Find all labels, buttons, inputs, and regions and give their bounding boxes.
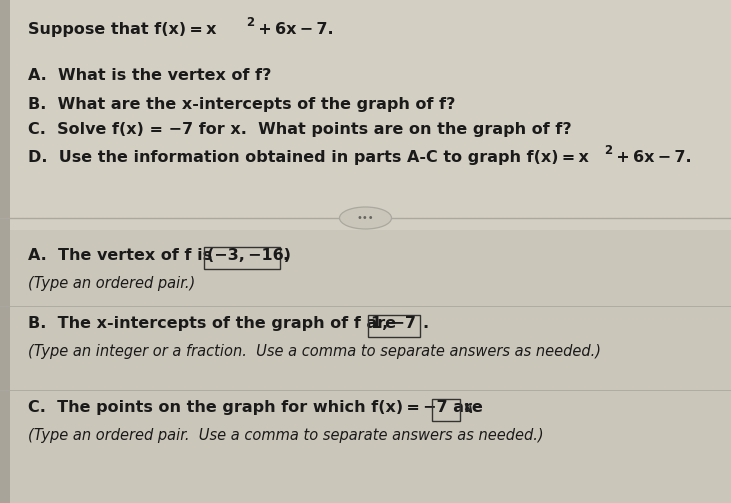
Text: + 6x − 7.: + 6x − 7.: [255, 22, 333, 37]
Text: C.  The points on the graph for which f(x) = −7 are: C. The points on the graph for which f(x…: [28, 400, 488, 415]
Bar: [204, 247, 280, 269]
Text: 1, −7: 1, −7: [371, 316, 416, 331]
Bar: [0, 230, 731, 503]
Text: A.  The vertex of f is: A. The vertex of f is: [28, 248, 218, 263]
Bar: [432, 399, 460, 421]
Text: .: .: [282, 248, 288, 263]
Bar: [0, 0, 731, 230]
Text: 2: 2: [246, 16, 254, 29]
Text: (Type an ordered pair.  Use a comma to separate answers as needed.): (Type an ordered pair. Use a comma to se…: [28, 428, 544, 443]
Text: C.  Solve f(x) = −7 for x.  What points are on the graph of f?: C. Solve f(x) = −7 for x. What points ar…: [28, 122, 572, 137]
Text: D.  Use the information obtained in parts A-C to graph f(x) = x: D. Use the information obtained in parts…: [28, 150, 589, 165]
Text: A.  What is the vertex of f?: A. What is the vertex of f?: [28, 68, 271, 83]
Text: B.  The x-intercepts of the graph of f are: B. The x-intercepts of the graph of f ar…: [28, 316, 402, 331]
Text: (Type an integer or a fraction.  Use a comma to separate answers as needed.): (Type an integer or a fraction. Use a co…: [28, 344, 601, 359]
Text: 2: 2: [604, 144, 612, 157]
Text: B.  What are the x-intercepts of the graph of f?: B. What are the x-intercepts of the grap…: [28, 97, 455, 112]
Text: .: .: [422, 316, 428, 331]
Text: •••: •••: [357, 213, 374, 223]
Text: (−3, −16): (−3, −16): [207, 248, 291, 263]
Text: Suppose that f(x) = x: Suppose that f(x) = x: [28, 22, 216, 37]
Bar: [0, 0, 10, 503]
Text: (Type an ordered pair.): (Type an ordered pair.): [28, 276, 195, 291]
Ellipse shape: [339, 207, 392, 229]
Bar: [368, 315, 420, 337]
Text: + 6x − 7.: + 6x − 7.: [613, 150, 692, 165]
